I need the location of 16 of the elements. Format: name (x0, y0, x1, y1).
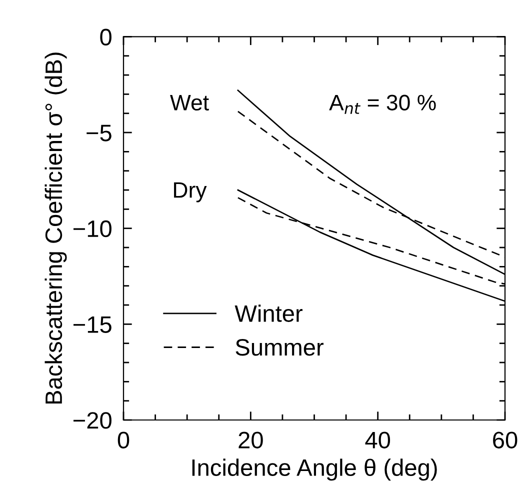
x-tick-label: 20 (238, 432, 263, 448)
x-tick-label: 60 (493, 432, 518, 448)
x-tick-label: 0 (118, 432, 130, 448)
legend-label: Summer (236, 339, 324, 356)
annotation: A$_{nt}$ = 30 % (329, 94, 436, 114)
y-tick-label: 0 (100, 28, 112, 46)
x-tick-label: 40 (365, 432, 390, 448)
y-tick-label: −15 (74, 316, 112, 333)
y-tick-label: −5 (86, 124, 112, 142)
y-axis-title: Backscattering Coefficient σ° (dB) (44, 52, 67, 404)
y-tick-label: −20 (74, 412, 112, 429)
x-axis-title: Incidence Angle θ (deg) (192, 458, 437, 481)
annotation: Dry (174, 182, 207, 202)
legend-label: Winter (234, 304, 302, 322)
y-tick-label: −10 (74, 220, 112, 238)
annotation: Wet (170, 95, 209, 111)
